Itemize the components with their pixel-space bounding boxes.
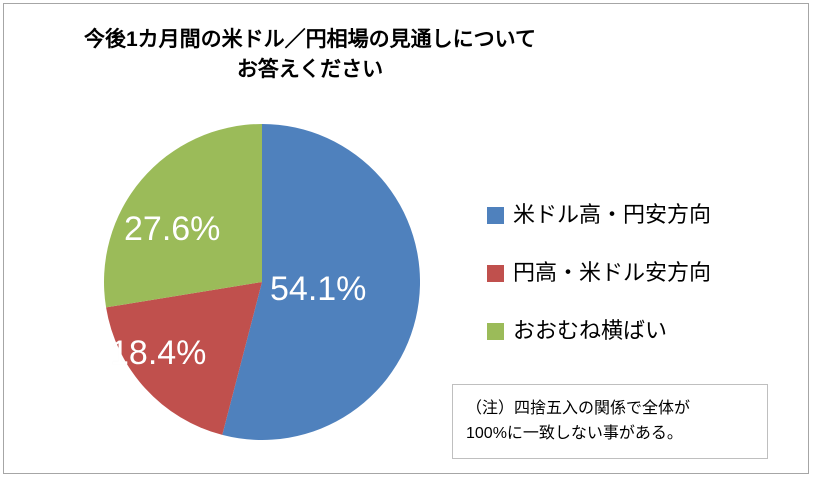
legend-label-flat: おおむね横ばい [513, 318, 668, 343]
legend-label-yen-up: 円高・米ドル安方向 [513, 260, 712, 285]
legend-swatch-icon-dollar-up [487, 206, 504, 224]
legend-item-dollar-up[interactable]: 米ドル高・円安方向 [487, 186, 787, 244]
pie-chart: 54.1% 18.4% 27.6% [104, 124, 420, 440]
legend-swatch-icon-yen-up [487, 264, 504, 282]
pie-label-flat: 27.6% [124, 210, 221, 248]
pie-chart-svg [104, 124, 420, 440]
chart-title-line-1: 今後1カ月間の米ドル／円相場の見通しについて [83, 28, 537, 51]
pie-label-yen-up: 18.4% [110, 334, 207, 372]
legend-item-yen-up[interactable]: 円高・米ドル安方向 [487, 244, 787, 302]
chart-legend: 米ドル高・円安方向 円高・米ドル安方向 おおむね横ばい [487, 186, 787, 360]
footnote-text: （注）四捨五入の関係で全体が 100%に一致しない事がある。 [466, 396, 758, 446]
legend-item-flat[interactable]: おおむね横ばい [487, 302, 787, 360]
footnote-line-2: 100%に一致しない事がある。 [466, 425, 683, 442]
chart-title-line-2: お答えください [236, 58, 384, 81]
chart-title: 今後1カ月間の米ドル／円相場の見通しについて お答えください [30, 25, 590, 85]
pie-slice-yen-up[interactable] [106, 282, 262, 435]
legend-label-dollar-up: 米ドル高・円安方向 [513, 202, 712, 227]
pie-slice-flat[interactable] [104, 124, 262, 308]
pie-slice-dollar-up[interactable] [222, 124, 420, 440]
footnote-box: （注）四捨五入の関係で全体が 100%に一致しない事がある。 [452, 384, 768, 459]
footnote-line-1: （注）四捨五入の関係で全体が [466, 400, 691, 417]
legend-swatch-icon-flat [487, 322, 504, 340]
pie-label-dollar-up: 54.1% [270, 270, 367, 308]
